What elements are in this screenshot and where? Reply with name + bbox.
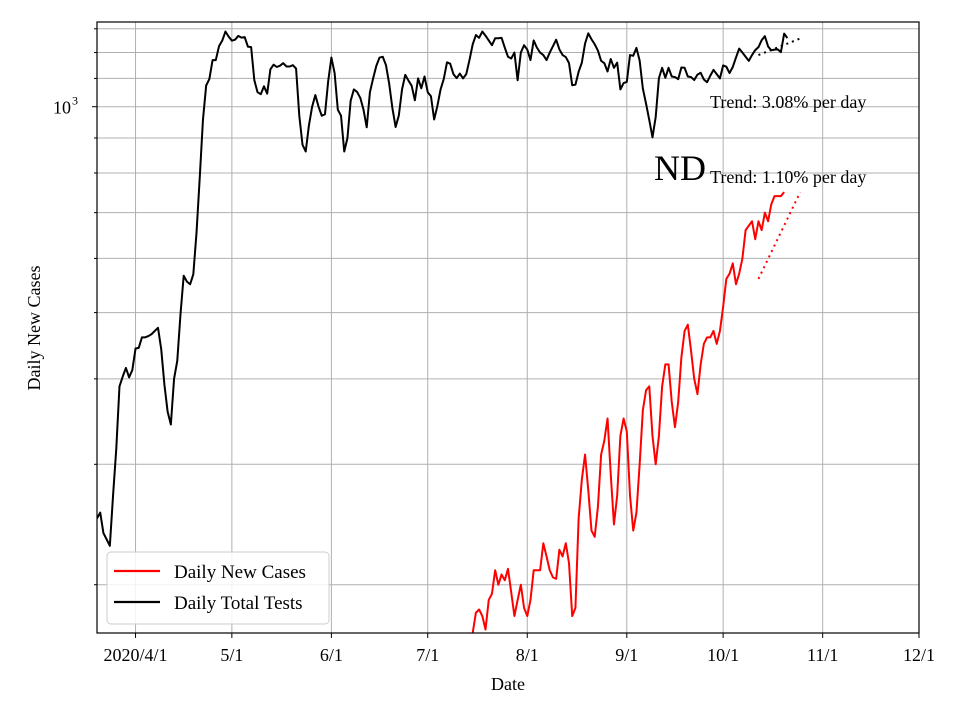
trend-tests-annotation: Trend: 3.08% per day — [710, 92, 866, 112]
legend-label-daily-new-cases: Daily New Cases — [174, 562, 306, 583]
x-tick-label: 8/1 — [516, 645, 539, 665]
x-tick-label: 10/1 — [707, 645, 739, 665]
x-tick-label: 12/1 — [903, 645, 935, 665]
trend-line-daily-new-cases — [757, 191, 802, 280]
x-tick-label: 6/1 — [320, 645, 343, 665]
plot-frame — [96, 21, 920, 634]
trend-cases-annotation: Trend: 1.10% per day — [710, 167, 866, 187]
x-tick-label: 2020/4/1 — [104, 645, 168, 665]
state-label: ND — [654, 148, 706, 188]
series-line-daily-total-tests — [97, 30, 789, 547]
y-tick-label-base: 10 — [53, 98, 71, 118]
x-tick-label: 5/1 — [220, 645, 243, 665]
x-tick-label: 7/1 — [416, 645, 439, 665]
y-axis-label: Daily New Cases — [24, 266, 44, 391]
legend: Daily New Cases Daily Total Tests — [106, 551, 330, 625]
series-line-daily-new-cases — [471, 191, 785, 633]
x-tick-label: 9/1 — [615, 645, 638, 665]
x-tick-label: 11/1 — [807, 645, 838, 665]
legend-box — [106, 551, 330, 625]
trend-line-daily-total-tests — [758, 37, 801, 56]
y-axis-ticks: 10 3 — [53, 28, 97, 586]
y-tick-label-exponent: 3 — [72, 94, 78, 108]
trend-lines — [757, 37, 802, 280]
x-axis-label: Date — [491, 674, 525, 694]
x-axis-ticks: 2020/4/1 5/1 6/1 7/1 8/1 9/1 10/1 11/1 12/1 — [104, 633, 935, 665]
data-series — [97, 30, 789, 633]
legend-label-daily-total-tests: Daily Total Tests — [174, 593, 303, 614]
